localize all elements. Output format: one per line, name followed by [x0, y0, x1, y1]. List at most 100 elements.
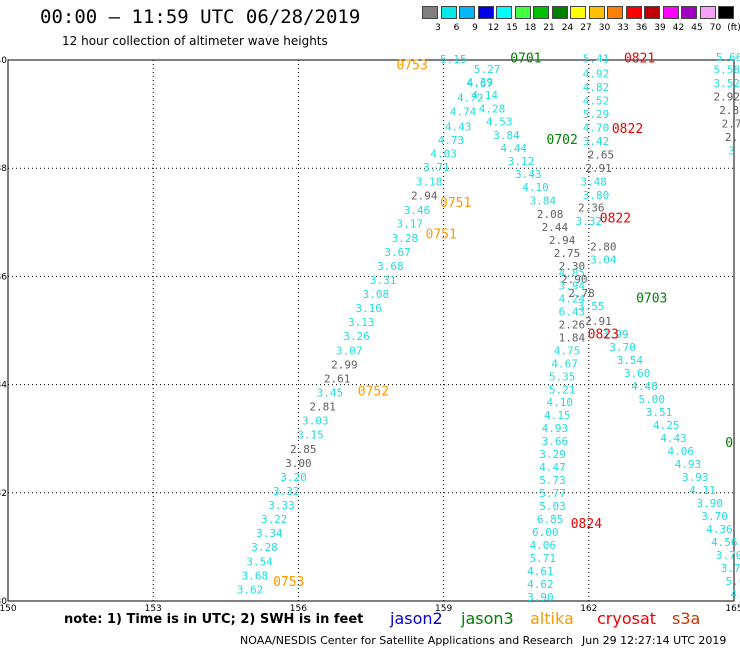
scale-label: 27: [580, 23, 592, 33]
scale-swatch: [625, 6, 642, 19]
swh-value: 3.84: [530, 194, 557, 207]
x-tick-label: 156: [290, 604, 307, 614]
scale-label: 15: [506, 23, 518, 33]
swh-value: 3.04: [590, 253, 617, 266]
swh-value: 3.45: [317, 387, 344, 400]
satellite-label-jason2: jason2: [390, 609, 443, 628]
swh-value: 6.00: [532, 526, 559, 539]
x-tick-label: 165: [725, 604, 740, 614]
swh-value: 3.90: [527, 591, 554, 604]
swh-value: 3.55: [578, 300, 605, 313]
swh-value: 4.14: [471, 89, 498, 102]
swh-value: 3.48: [580, 176, 607, 189]
scale-swatch: [422, 6, 438, 19]
footer-credit: NOAA/NESDIS Center for Satellite Applica…: [240, 634, 574, 647]
pass-time-label: 0751: [440, 196, 471, 211]
swh-value: 3.93: [682, 471, 709, 484]
y-tick-label: 38: [0, 164, 7, 174]
pass-time-label: 0: [725, 436, 733, 451]
swh-value: 4.15: [544, 409, 571, 422]
swh-value: 4.48: [631, 380, 658, 393]
swh-value: 4.53: [486, 115, 513, 128]
swh-value: 3.17: [396, 218, 423, 231]
y-tick-label: 40: [0, 56, 7, 66]
swh-value: 4.10: [522, 181, 549, 194]
swh-value: 3.15: [297, 429, 324, 442]
swh-value: 2.90: [561, 273, 588, 286]
swh-value: 4.06: [668, 445, 695, 458]
scale-label: 18: [524, 23, 537, 33]
pass-time-label: 0703: [636, 291, 667, 306]
swh-value: 3.66: [542, 435, 569, 448]
swh-value: 4.92: [583, 67, 610, 80]
swh-value: 2.94: [411, 190, 438, 203]
x-tick-label: 153: [145, 604, 162, 614]
swh-value: 3.54: [617, 354, 644, 367]
swh-value: 3.62: [237, 583, 264, 596]
swh-value: 4.11: [689, 484, 716, 497]
scale-swatch: [440, 6, 457, 19]
swh-value: 1.84: [559, 331, 586, 344]
swh-value: 3.07: [336, 344, 363, 357]
pass-time-label: 0821: [624, 52, 655, 67]
swh-value: 3.03: [302, 415, 329, 428]
swh-value: 2.99: [331, 358, 358, 371]
swh-value: 3.46: [404, 204, 431, 217]
pass-time-label: 0753: [396, 59, 427, 74]
swh-value: 2.91: [585, 315, 612, 328]
swh-value: 3.33: [268, 499, 295, 512]
scale-label: 70: [709, 23, 722, 33]
swh-value: 2.44: [542, 221, 569, 234]
swh-value: 4.75: [554, 344, 581, 357]
swh-value: 2.91: [585, 162, 612, 175]
swh-value: 3.32: [273, 485, 300, 498]
swh-value: 3: [728, 145, 735, 158]
swh-value: 3.26: [343, 330, 370, 343]
swh-value: 3.68: [242, 569, 269, 582]
pass-time-label: 0823: [588, 328, 619, 343]
swh-value: 2.30: [559, 260, 586, 273]
swh-value: 4.10: [547, 396, 574, 409]
swh-value: 4.56: [711, 536, 738, 549]
swh-value: 3.70: [609, 341, 636, 354]
pass-time-label: 0701: [510, 52, 541, 67]
scale-swatch: [533, 6, 549, 19]
swh-value: 6.43: [559, 305, 586, 318]
scale-swatch: [699, 6, 716, 19]
swh-value: 3.71: [423, 161, 450, 174]
scale-label: 24: [561, 23, 574, 33]
y-tick-label: 36: [0, 272, 7, 282]
swh-value: 4.67: [467, 77, 494, 90]
swh-value: 5.58: [713, 64, 740, 77]
swh-value: 3.16: [355, 302, 382, 315]
swh-value: 2.36: [578, 201, 605, 214]
swh-value: 2.75: [554, 247, 581, 260]
swh-value: 4.85: [559, 266, 586, 279]
y-tick-label: 30: [0, 597, 7, 607]
swh-value: 3.75: [721, 562, 740, 575]
swh-value: 5.03: [539, 500, 566, 513]
swh-value: 3.34: [256, 527, 283, 540]
swh-value: 5.03: [726, 575, 740, 588]
swh-value: 5.29: [583, 108, 610, 121]
swh-value: 3.12: [508, 155, 535, 168]
swh-value: 3.51: [646, 406, 673, 419]
scale-swatch: [662, 6, 679, 19]
swh-value: 2.7: [722, 118, 740, 131]
swh-value: 3.67: [384, 246, 411, 259]
swh-value: 3.42: [583, 135, 610, 148]
scale-swatch: [570, 6, 586, 19]
swh-value: 2.81: [309, 401, 336, 414]
swh-value: 4.43: [445, 120, 472, 133]
swh-value: 4.44: [501, 142, 528, 155]
scale-swatch: [644, 6, 660, 19]
scale-swatch: [477, 6, 494, 19]
pass-time-label: 0753: [273, 575, 304, 590]
swh-value: 4.52: [583, 94, 610, 107]
swh-value: 4.70: [583, 121, 610, 134]
scale-label: 36: [635, 23, 648, 33]
swh-value: 3.00: [285, 457, 312, 470]
scale-swatch: [607, 6, 623, 19]
swh-value: 2.80: [590, 240, 617, 253]
